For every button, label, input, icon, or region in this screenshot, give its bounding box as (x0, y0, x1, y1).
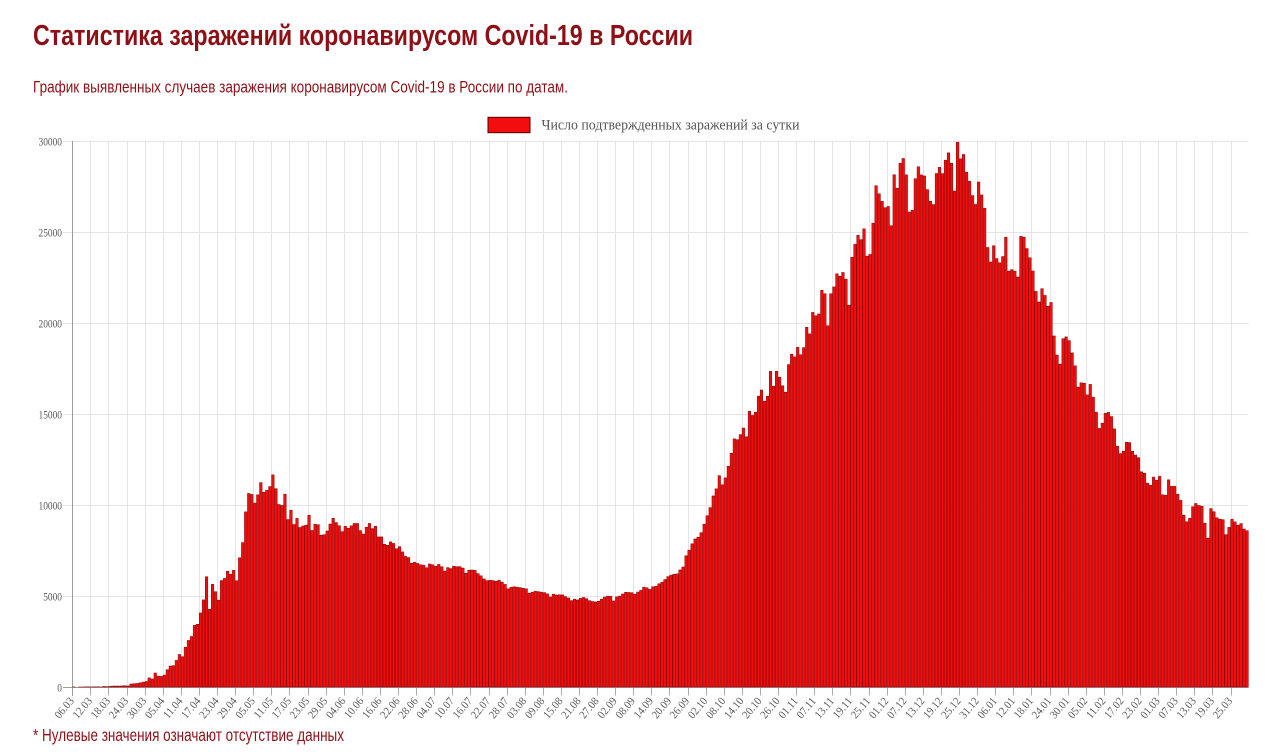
svg-text:* Нулевые значения означают от: * Нулевые значения означают отсутствие д… (33, 725, 344, 745)
svg-text:30000: 30000 (39, 135, 63, 149)
svg-text:Число подтвержденных заражений: Число подтвержденных заражений за сутки (542, 118, 800, 134)
svg-text:0: 0 (57, 681, 62, 695)
svg-text:10000: 10000 (39, 499, 63, 513)
svg-text:График выявленных случаев зара: График выявленных случаев заражения коро… (33, 78, 568, 97)
svg-text:20000: 20000 (39, 317, 63, 331)
svg-text:15000: 15000 (39, 408, 63, 422)
svg-text:Статистика заражений коронавир: Статистика заражений коронавирусом Covid… (33, 20, 693, 52)
svg-text:25000: 25000 (39, 226, 63, 240)
svg-text:5000: 5000 (43, 590, 62, 604)
